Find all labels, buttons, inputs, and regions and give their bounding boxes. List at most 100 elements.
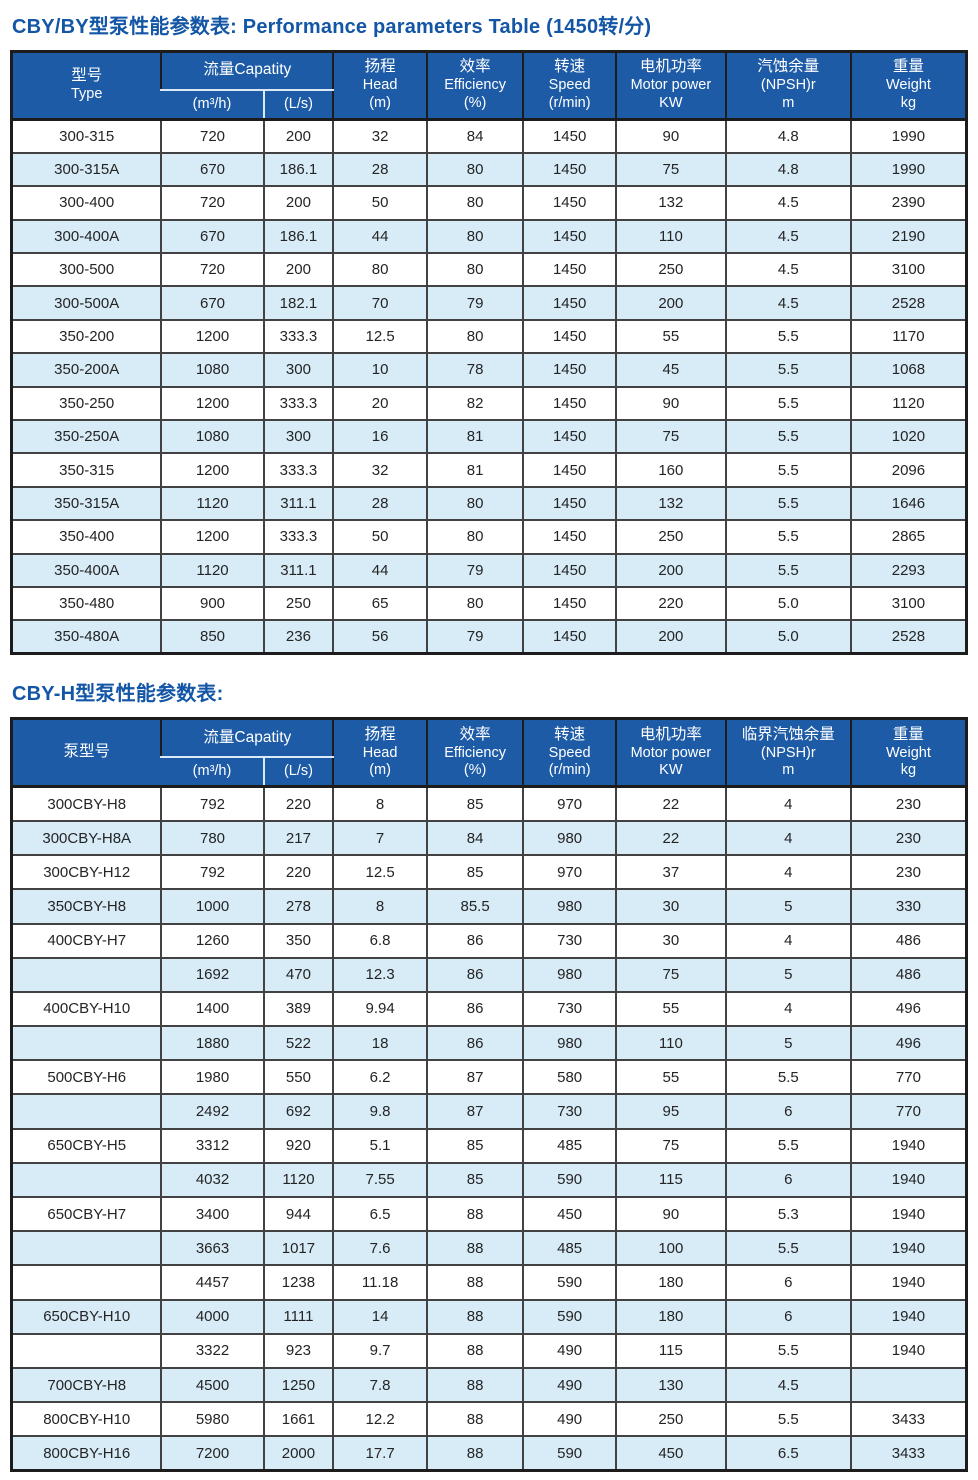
table-cell: 85 [425,854,525,891]
table-cell: 590 [522,1435,617,1472]
table-row: 1692 470 12.3 86 980 75 5 486 [10,956,968,993]
table-cell: 486 [849,922,968,959]
table-cell: 200 [262,185,335,221]
table-cell: 450 [614,1435,727,1472]
col-header-flow-group: 流量Capatity [160,51,334,91]
table-cell: 278 [262,888,335,925]
table-cell: 115 [614,1332,727,1369]
table-cell: 12.5 [332,854,428,891]
table-cell [10,956,163,993]
table-cell: 200 [262,252,335,288]
table-row: 350-400 1200 333.3 50 80 1450 250 5.5 2865 [10,519,968,555]
table-cell: 350-250A [10,419,163,455]
table-cell: 522 [262,1025,335,1062]
table-cell: 2096 [849,452,968,488]
table-cell: 1017 [262,1230,335,1267]
table-cell: 400CBY-H10 [10,990,163,1028]
col-header-flow-ls: (L/s) [262,755,334,789]
table-cell: 350-400A [10,552,163,588]
table-cell: 670 [160,151,265,188]
table2-header: 泵型号 流量Capatity 扬程 Head (m) 效率 Efficiency… [11,718,967,789]
table-cell: 85.5 [425,888,525,925]
table-row: 650CBY-H7 3400 944 6.5 88 450 90 5.3 1940 [10,1195,968,1233]
table-cell: 220 [614,585,727,622]
performance-table-cby-by: 型号 Type 流量Capatity 扬程 Head (m) 效率 Effici… [10,50,968,656]
table-cell: 1450 [522,519,617,555]
table-cell: 28 [332,151,428,188]
table-cell: 800CBY-H10 [10,1401,163,1438]
table-row: 800CBY-H16 7200 2000 17.7 88 590 450 6.5 3433 [10,1435,968,1472]
table-cell: 1200 [160,385,265,422]
table-cell: 350-480A [10,619,163,655]
table-cell: 5.5 [724,519,852,555]
col-header-flow-m3h: (m³/h) [161,88,264,121]
table-cell: 1238 [262,1264,335,1301]
table-cell: 80 [425,252,525,288]
table-cell: 300-500 [10,252,163,288]
table-cell: 56 [332,619,428,655]
table-cell [10,1230,163,1267]
table-cell: 132 [614,485,727,522]
table-cell: 182.1 [262,285,335,321]
table-cell: 50 [332,519,428,555]
table-cell: 670 [160,285,265,321]
table-cell: 6 [724,1264,852,1301]
table-row: 3663 1017 7.6 88 485 100 5.5 1940 [10,1230,968,1267]
table-cell: 850 [160,619,265,655]
col-header-critical-npsh: 临界汽蚀余量 (NPSH)r m [724,718,851,789]
table-cell: 45 [614,352,727,388]
table-cell: 311.1 [262,485,335,522]
table-cell: 300CBY-H12 [10,854,163,891]
table-cell [10,1025,163,1062]
col-header-speed: 转速 Speed (r/min) [522,718,616,789]
table-cell: 3433 [849,1435,968,1472]
table-cell: 1450 [522,118,617,154]
table-row: 400CBY-H7 1260 350 6.8 86 730 30 4 486 [10,922,968,959]
table-cell: 500CBY-H6 [10,1059,163,1096]
table-cell: 1450 [522,619,617,655]
table-cell: 730 [522,1093,617,1130]
table-cell: 22 [614,819,727,857]
table-row: 350-315A 1120 311.1 28 80 1450 132 5.5 1646 [10,485,968,522]
table-cell: 1450 [522,485,617,522]
table-cell: 350-480 [10,585,163,622]
table-cell: 1000 [160,888,265,925]
table-cell: 1200 [160,519,265,555]
col-header-efficiency: 效率 Efficiency (%) [425,51,524,121]
table-cell: 230 [849,819,968,857]
table-cell: 730 [522,922,617,959]
table-cell: 333.3 [262,385,335,422]
table-cell: 5.5 [724,452,852,488]
table-cell: 980 [522,956,617,993]
table-cell: 230 [849,785,968,822]
col-header-weight: 重量 Weight kg [849,718,967,789]
table-cell: 1450 [522,552,617,588]
table-row: 350-250A 1080 300 16 81 1450 75 5.5 1020 [10,419,968,455]
table-cell: 311.1 [262,552,335,588]
table-cell: 300-400 [10,185,163,221]
table-cell: 86 [425,922,525,959]
table-cell: 180 [614,1298,727,1335]
table-row: 300CBY-H8 792 220 8 85 970 22 4 230 [10,785,968,822]
table-cell: 490 [522,1366,617,1404]
table-cell: 1120 [160,485,265,522]
table-cell: 4032 [160,1161,265,1199]
table-cell: 88 [425,1332,525,1369]
table-cell: 88 [425,1264,525,1301]
table-cell: 923 [262,1332,335,1369]
table-cell: 1450 [522,185,617,221]
table-cell: 1980 [160,1059,265,1096]
table-cell: 5980 [160,1401,265,1438]
table-row: 1880 522 18 86 980 110 5 496 [10,1025,968,1062]
table-cell: 5.5 [724,352,852,388]
table-cell: 350-315A [10,485,163,522]
table-cell: 217 [262,819,335,857]
table-cell: 3400 [160,1195,265,1233]
col-header-flow-m3h: (m³/h) [161,755,264,789]
table-cell [849,1366,968,1404]
table-cell: 50 [332,185,428,221]
col-header-head: 扬程 Head (m) [332,718,427,789]
table-cell: 88 [425,1230,525,1267]
table-cell: 1120 [160,552,265,588]
table-cell: 1450 [522,352,617,388]
